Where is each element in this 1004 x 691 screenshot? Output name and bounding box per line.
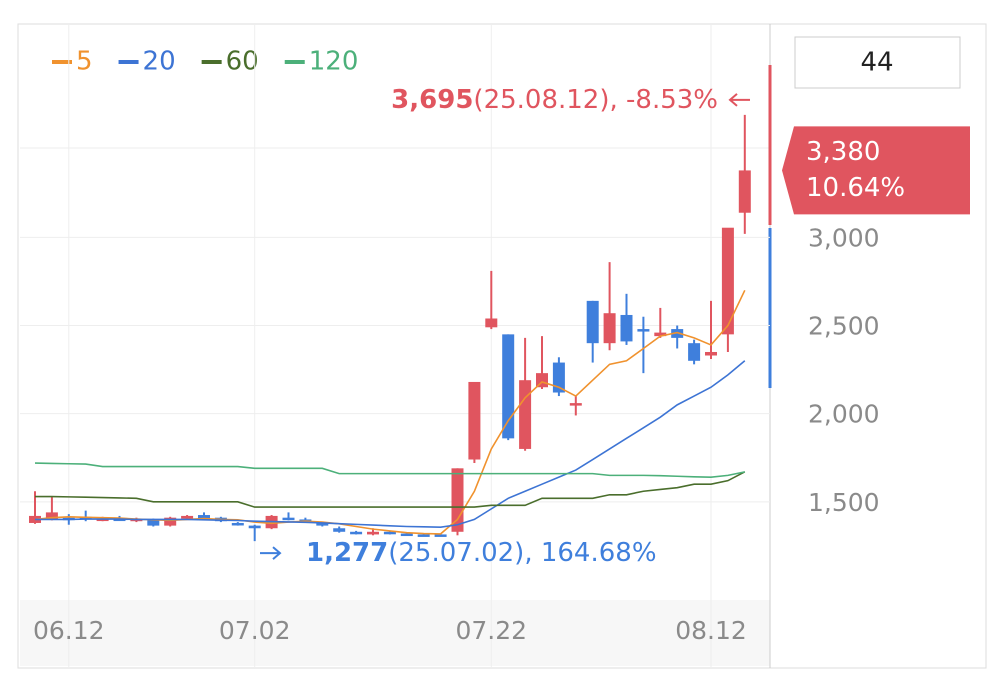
frame: [17, 23, 987, 669]
y-tick-label: 2,000: [808, 400, 880, 429]
candle-body: [231, 522, 244, 526]
legend-label: 60: [226, 47, 259, 77]
candle-body: [552, 362, 565, 393]
period-box[interactable]: [794, 36, 961, 89]
candle-body: [654, 332, 667, 337]
candle-body: [316, 522, 329, 526]
candle-body: [417, 534, 430, 537]
x-tick-label: 07.02: [219, 616, 291, 645]
min-annotation: 1,277(25.07.02), 164.68%: [306, 538, 657, 568]
candle-body: [434, 534, 447, 537]
min-arrow: [260, 546, 282, 560]
max-detail: (25.08.12), -8.53%: [473, 84, 718, 114]
current-price: 3,380: [806, 137, 880, 167]
candle-body: [620, 314, 633, 342]
candle-body: [248, 525, 261, 529]
candle-body: [400, 533, 413, 537]
candle-body: [637, 329, 650, 332]
max-annotation: 3,695(25.08.12), -8.53%: [391, 84, 718, 114]
candle-body: [45, 512, 58, 520]
candle-body: [569, 403, 582, 406]
x-axis-band: [20, 600, 770, 666]
ma-line: [35, 360, 746, 529]
y-tick-label: 2,500: [808, 312, 880, 341]
candle-body: [502, 334, 515, 439]
candle-body: [705, 351, 717, 356]
candle-body: [671, 329, 684, 338]
min-value: 1,277: [306, 538, 388, 568]
ma-line: [35, 471, 746, 508]
candle-body: [485, 318, 498, 328]
y-tick-label: 1,500: [808, 488, 880, 517]
candle-body: [738, 170, 751, 213]
candle-body: [468, 381, 481, 460]
candle-body: [586, 300, 599, 344]
candle-body: [603, 313, 616, 344]
y-tick-label: 3,000: [808, 223, 880, 252]
min-detail: (25.07.02), 164.68%: [388, 538, 656, 568]
current-price-tag: [782, 126, 970, 215]
candle-body: [688, 343, 701, 361]
candle-body: [721, 227, 734, 335]
max-value: 3,695: [391, 84, 473, 114]
candle-body: [147, 519, 160, 526]
candle-body: [383, 531, 396, 535]
candle-body: [198, 515, 210, 519]
candle-body: [282, 517, 295, 521]
legend-label: 5: [76, 47, 93, 77]
legend: 5 20 60 120: [52, 47, 358, 77]
candle-body: [333, 528, 346, 532]
candle-body: [164, 517, 177, 526]
x-tick-label: 08.12: [675, 616, 747, 645]
max-arrow: [728, 93, 750, 107]
legend-label: 20: [143, 47, 176, 77]
period-value[interactable]: 44: [860, 48, 893, 78]
candle-body: [367, 531, 379, 535]
x-tick-label: 06.12: [33, 616, 105, 645]
x-tick-label: 07.22: [456, 616, 528, 645]
candle-body: [519, 380, 532, 449]
candle-body: [350, 531, 363, 535]
ma-line: [34, 462, 745, 478]
legend-label: 120: [309, 47, 359, 77]
candle-body: [181, 515, 194, 519]
current-change: 10.64%: [806, 173, 905, 203]
